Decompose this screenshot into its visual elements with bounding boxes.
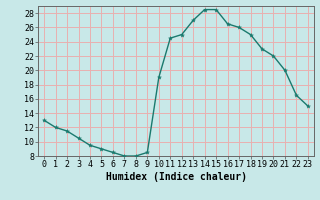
X-axis label: Humidex (Indice chaleur): Humidex (Indice chaleur) (106, 172, 246, 182)
